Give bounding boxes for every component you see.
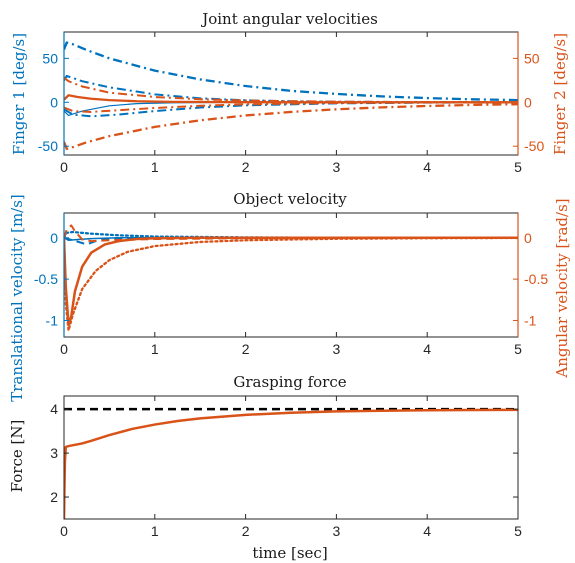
x-tick-label: 0 [60,523,68,539]
y-tick-label-right: -50 [524,138,544,154]
series-line-4 [64,103,518,151]
plot-frame [63,395,519,520]
y-tick-label-right: -0.5 [524,271,548,287]
chart-title: Object velocity [233,190,347,208]
x-tick-label: 0 [60,159,68,175]
y-tick-label-left: 50 [42,50,58,66]
panel-object-velocity: Object velocity 0 1 2 3 4 5-1-0.50-1-0.50 Tra… [8,190,571,402]
x-tick-label: 1 [151,159,159,175]
x-axis-label: time [sec] [252,544,327,562]
series-line-5 [64,224,518,243]
y-tick-label-left: 0 [50,94,58,110]
series-line-1 [64,409,518,519]
x-tick-label: 5 [514,159,522,175]
plot-area: 0 1 2 3 4 5 2 3 4 [50,395,522,539]
x-tick-label: 1 [151,523,159,539]
y-tick-label-right: 0 [524,94,532,110]
plot-frame [63,31,519,156]
series-line-3 [64,101,518,118]
series-line-2 [64,408,518,519]
y-tick-label-left: -50 [38,138,58,154]
y-tick-label-right: 0 [524,230,532,246]
y-axis-label-right: Finger 2 [deg/s] [551,33,569,155]
y-tick-label-left: 3 [50,445,58,461]
y-axis-label-right: Angular velocity [rad/s] [553,198,571,378]
y-tick-label-left: 4 [50,401,58,417]
y-tick-label-left: -0.5 [34,271,58,287]
x-tick-label: 2 [242,523,250,539]
y-axis-label-left: Translational velocity [m/s] [8,194,26,402]
x-tick-label: 4 [423,523,431,539]
y-tick-label-left: 2 [50,489,58,505]
chart-title: Grasping force [233,373,346,391]
panel-joint-angular-velocities: Joint angular velocities 0 1 2 3 4 5-50050-50… [10,10,569,175]
series-line-4 [64,236,518,332]
y-tick-label-left: -1 [46,312,59,328]
panel-grasping-force: Grasping force 0 1 2 3 4 5 2 3 4 Force [N] time … [8,373,522,562]
y-tick-label-left: 0 [50,230,58,246]
plot-frame [63,212,519,338]
series-line-5 [64,76,518,104]
x-tick-label: 2 [242,159,250,175]
y-axis-label-left: Finger 1 [deg/s] [10,33,28,155]
x-tick-label: 5 [514,523,522,539]
series-line-6 [64,94,518,104]
series-line-0 [64,41,518,102]
y-tick-label-right: -1 [524,312,537,328]
series-line-1 [64,74,518,104]
series-group [64,407,518,519]
x-tick-label: 1 [151,341,159,357]
x-tick-label: 5 [514,341,522,357]
x-tick-label: 3 [333,341,341,357]
series-group [64,224,518,332]
y-tick-label-right: 50 [524,50,540,66]
x-tick-label: 3 [333,523,341,539]
series-group [64,41,518,151]
chart-title: Joint angular velocities [200,10,378,28]
y-axis-label-left: Force [N] [8,420,26,493]
x-tick-label: 0 [60,341,68,357]
x-tick-label: 2 [242,341,250,357]
x-tick-label: 3 [333,159,341,175]
x-tick-label: 4 [423,341,431,357]
x-tick-label: 4 [423,159,431,175]
series-line-7 [64,101,518,113]
plot-area: 0 1 2 3 4 5-1-0.50-1-0.50 [34,212,548,357]
